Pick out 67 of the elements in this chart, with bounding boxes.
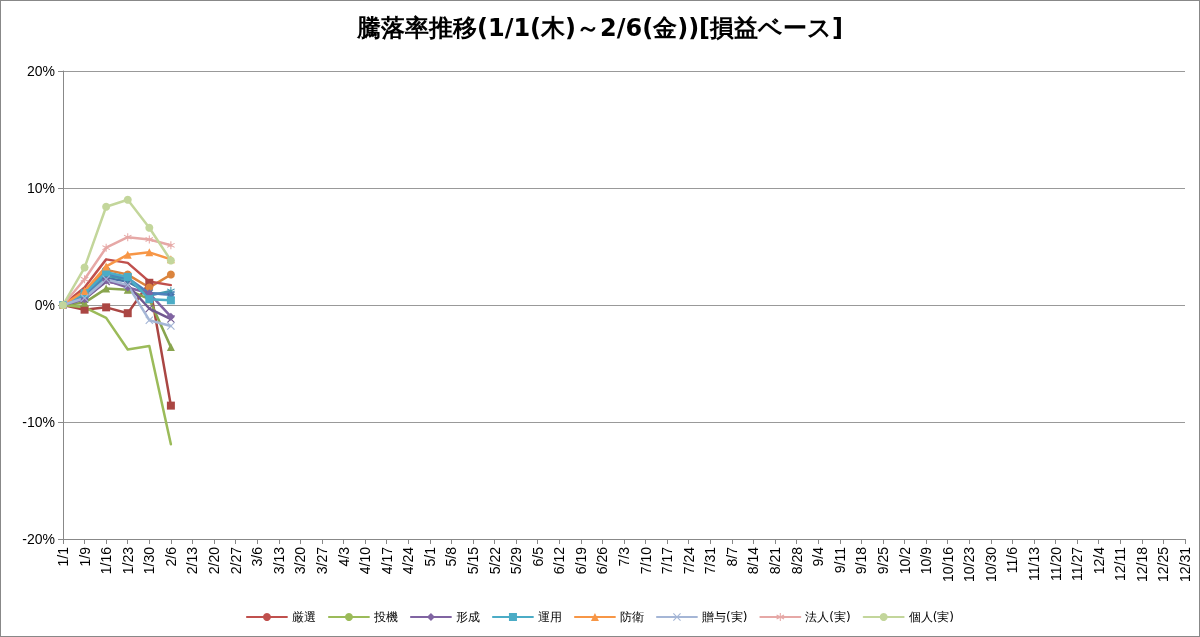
x-tick-label: 3/27 <box>313 546 330 575</box>
x-tick-label: 9/4 <box>810 546 827 567</box>
x-tick-label: 8/7 <box>723 546 740 567</box>
x-tick-label: 10/9 <box>918 546 935 575</box>
x-tick-label: 6/19 <box>572 546 589 575</box>
x-tick-label: 12/31 <box>1177 546 1193 583</box>
x-tick-label: 2/27 <box>227 546 244 575</box>
x-tick-label: 3/20 <box>292 546 309 575</box>
x-tick-label: 5/8 <box>443 546 460 567</box>
x-tick-label: 8/14 <box>745 546 762 575</box>
y-tick-label: -10% <box>22 414 55 430</box>
x-tick-label: 4/3 <box>335 546 352 567</box>
legend-label: 運用 <box>537 610 562 624</box>
x-tick-label: 1/30 <box>141 546 158 575</box>
x-tick-label: 11/20 <box>1047 546 1064 581</box>
x-tick-label: 2/6 <box>162 546 179 567</box>
x-tick-label: 10/2 <box>896 546 913 575</box>
x-tick-label: 7/24 <box>680 546 697 575</box>
legend-label: 防衛 <box>619 610 644 624</box>
x-tick-label: 6/26 <box>594 546 611 575</box>
x-tick-label: 1/1 <box>55 546 71 567</box>
x-tick-label: 8/28 <box>788 546 805 575</box>
x-tick-label: 11/13 <box>1025 546 1042 581</box>
y-tick-label: 10% <box>26 180 55 196</box>
x-tick-label: 7/3 <box>616 546 632 567</box>
x-tick-label: 10/30 <box>982 546 999 583</box>
y-tick-label: 20% <box>26 63 55 79</box>
x-tick-label: 5/29 <box>508 546 525 575</box>
x-tick-label: 7/31 <box>702 546 719 575</box>
legend-label: 個人(実) <box>908 610 955 624</box>
x-tick-label: 2/13 <box>184 546 201 575</box>
x-tick-label: 1/16 <box>98 546 115 575</box>
x-tick-label: 4/17 <box>378 546 395 575</box>
x-tick-label: 12/4 <box>1090 546 1107 575</box>
x-tick-label: 4/10 <box>357 546 374 575</box>
legend-label: 投機 <box>372 610 398 624</box>
x-tick-label: 9/18 <box>853 546 870 575</box>
y-tick-label: -20% <box>22 531 55 547</box>
x-tick-label: 7/10 <box>637 546 654 575</box>
x-tick-label: 12/11 <box>1112 546 1129 581</box>
x-tick-label: 11/6 <box>1004 546 1021 574</box>
x-tick-label: 6/5 <box>529 546 546 567</box>
x-tick-label: 6/12 <box>551 546 568 575</box>
x-tick-label: 11/27 <box>1069 546 1086 581</box>
x-tick-label: 1/9 <box>76 546 93 567</box>
x-tick-label: 2/20 <box>206 546 223 575</box>
x-tick-label: 12/25 <box>1155 546 1172 583</box>
legend-label: 厳選 <box>291 610 316 624</box>
x-tick-label: 3/6 <box>249 546 266 567</box>
legend-label: 形成 <box>455 610 480 624</box>
x-tick-label: 9/11 <box>831 546 848 574</box>
x-tick-label: 9/25 <box>874 546 891 575</box>
x-tick-label: 1/23 <box>119 546 136 575</box>
x-tick-label: 10/23 <box>961 546 978 583</box>
x-tick-label: 4/24 <box>400 546 417 575</box>
x-tick-label: 5/15 <box>464 546 481 575</box>
x-tick-label: 12/18 <box>1133 546 1150 583</box>
x-tick-label: 5/1 <box>421 546 438 567</box>
legend-label: 贈与(実) <box>701 610 748 624</box>
y-tick-label: 0% <box>34 297 55 313</box>
x-tick-label: 7/17 <box>659 546 676 575</box>
x-tick-label: 10/16 <box>939 546 956 583</box>
chart-title: 騰落率推移(1/1(木)～2/6(金))[損益ベース] <box>355 14 844 42</box>
x-tick-label: 5/22 <box>486 546 503 575</box>
x-tick-label: 3/13 <box>270 546 287 575</box>
legend-label: 法人(実) <box>805 610 851 624</box>
x-tick-label: 8/21 <box>767 546 784 575</box>
